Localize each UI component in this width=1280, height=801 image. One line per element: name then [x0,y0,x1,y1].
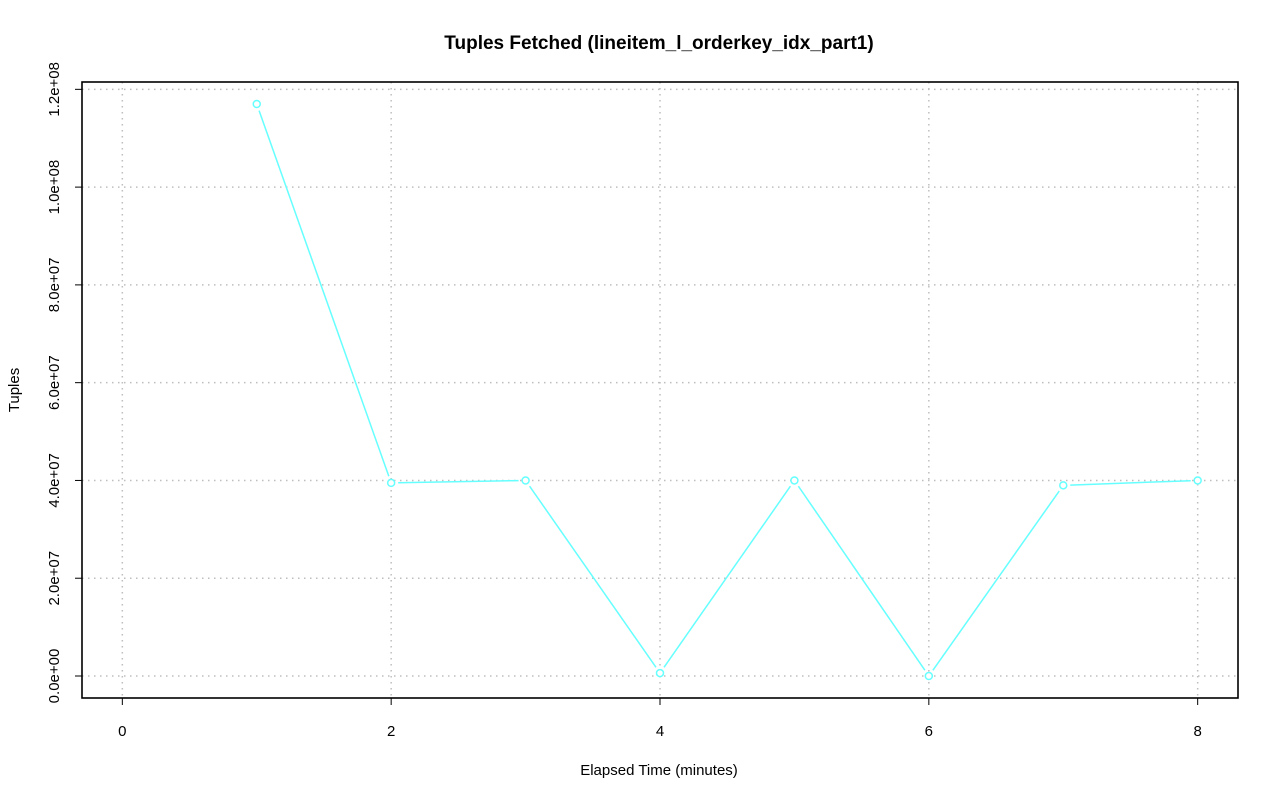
series-line-segment [1070,479,1191,486]
series-line-segment [932,490,1060,671]
y-tick-label: 0.0e+00 [46,649,63,704]
y-tick-label: 8.0e+07 [46,258,63,313]
x-axis: 0 2 4 6 8 [118,698,1202,740]
data-point [655,668,665,678]
data-point [521,476,530,485]
chart-title: Tuples Fetched (lineitem_l_orderkey_idx_… [444,33,873,54]
x-tick-label: 6 [925,723,933,740]
series-line-segment [398,479,519,484]
y-tick-label: 2.0e+07 [46,551,63,606]
data-point [252,99,261,109]
data-point [790,476,799,485]
series-line-segment [797,485,926,671]
data-point [1059,481,1068,490]
data-point [386,478,396,488]
y-axis-label: Tuples [6,368,23,412]
x-axis-label: Elapsed Time (minutes) [580,762,738,779]
y-tick-label: 6.0e+07 [46,355,63,410]
y-axis: 0.0e+00 2.0e+07 4.0e+07 6.0e+07 8.0e+07 1.0e+… [46,62,82,703]
x-tick-label: 8 [1194,723,1202,740]
x-tick-label: 0 [118,723,126,740]
series-layer [252,99,1202,681]
y-tick-label: 1.2e+08 [46,62,63,117]
plot-frame [81,81,1239,699]
x-tick-label: 2 [387,723,395,740]
series-line-segment [528,485,657,668]
grid-lines [82,82,1238,698]
series-line-segment [663,485,792,668]
series-line-segment [258,110,390,477]
data-point [1193,476,1202,485]
data-point [924,671,934,681]
x-tick-label: 4 [656,723,664,740]
y-tick-label: 4.0e+07 [46,453,63,508]
y-tick-label: 1.0e+08 [46,160,63,215]
